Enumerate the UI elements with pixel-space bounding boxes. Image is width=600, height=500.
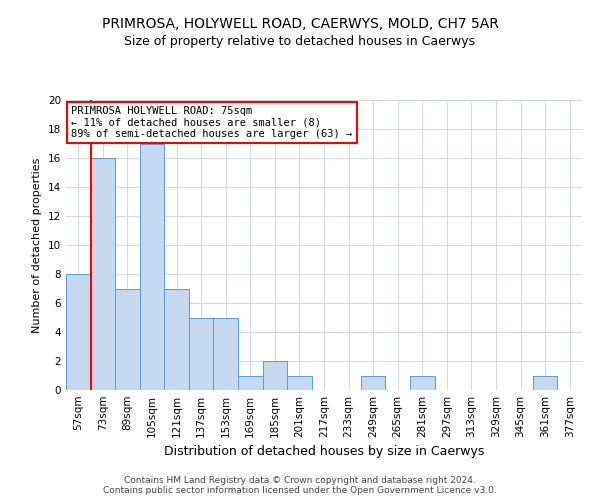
Text: PRIMROSA HOLYWELL ROAD: 75sqm
← 11% of detached houses are smaller (8)
89% of se: PRIMROSA HOLYWELL ROAD: 75sqm ← 11% of d… (71, 106, 352, 139)
Text: Size of property relative to detached houses in Caerwys: Size of property relative to detached ho… (124, 35, 476, 48)
X-axis label: Distribution of detached houses by size in Caerwys: Distribution of detached houses by size … (164, 446, 484, 458)
Bar (410, 376, 434, 390)
Bar (238, 376, 263, 390)
Bar (91, 158, 115, 390)
Bar (164, 288, 189, 390)
Text: PRIMROSA, HOLYWELL ROAD, CAERWYS, MOLD, CH7 5AR: PRIMROSA, HOLYWELL ROAD, CAERWYS, MOLD, … (101, 18, 499, 32)
Y-axis label: Number of detached properties: Number of detached properties (32, 158, 43, 332)
Bar (287, 376, 312, 390)
Text: Contains HM Land Registry data © Crown copyright and database right 2024.
Contai: Contains HM Land Registry data © Crown c… (103, 476, 497, 495)
Bar (533, 376, 557, 390)
Bar (66, 274, 91, 390)
Bar (140, 144, 164, 390)
Bar (189, 318, 214, 390)
Bar (115, 288, 140, 390)
Bar (263, 361, 287, 390)
Bar (214, 318, 238, 390)
Bar (361, 376, 385, 390)
